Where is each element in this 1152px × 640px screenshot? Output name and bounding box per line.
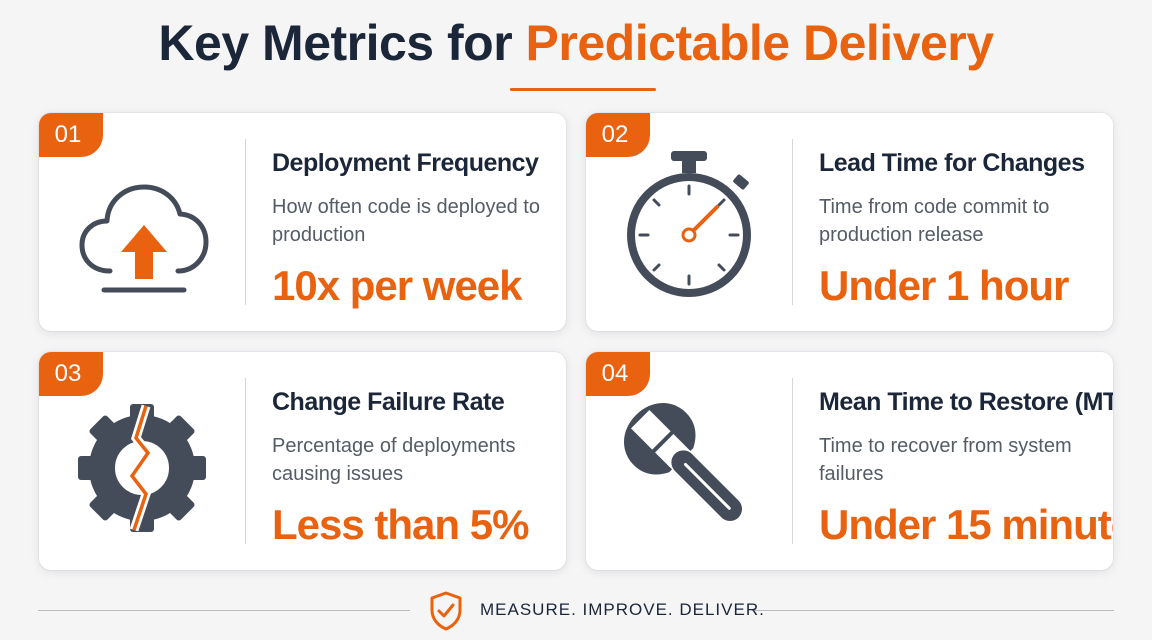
card-number-badge: 04 bbox=[586, 352, 650, 396]
metric-value: Less than 5% bbox=[272, 501, 529, 548]
metric-name: Deployment Frequency bbox=[272, 149, 539, 177]
broken-gear-icon bbox=[67, 388, 217, 548]
metric-value: Under 15 minutes bbox=[819, 501, 1113, 548]
title-accent: Predictable Delivery bbox=[525, 15, 995, 71]
metric-description: Time from code commit to production rele… bbox=[819, 196, 1050, 246]
metric-card-deployment-frequency: 01 Deployment Frequency How often code i… bbox=[39, 113, 566, 331]
card-divider bbox=[245, 378, 246, 544]
shield-check-icon bbox=[428, 590, 464, 637]
metric-description: Percentage of deployments causing issues bbox=[272, 435, 516, 485]
card-number-badge: 02 bbox=[586, 113, 650, 157]
footer-rule-left bbox=[38, 610, 410, 611]
card-number-badge: 01 bbox=[39, 113, 103, 157]
card-divider bbox=[792, 378, 793, 544]
card-divider bbox=[245, 139, 246, 305]
metric-card-mttr: 04 Mean Time to Restore (MTTR) Time to r… bbox=[586, 352, 1113, 570]
metric-name: Mean Time to Restore (MTTR) bbox=[819, 388, 1113, 416]
metric-value: 10x per week bbox=[272, 262, 523, 309]
metric-value: Under 1 hour bbox=[819, 262, 1069, 309]
title-main: Key Metrics for bbox=[158, 15, 526, 71]
title-underline bbox=[510, 88, 656, 91]
metric-name: Lead Time for Changes bbox=[819, 149, 1085, 177]
metric-name: Change Failure Rate bbox=[272, 388, 505, 416]
metric-description: How often code is deployed to production bbox=[272, 196, 540, 246]
footer-tagline: MEASURE. IMPROVE. DELIVER. bbox=[480, 600, 765, 619]
card-divider bbox=[792, 139, 793, 305]
wrench-icon bbox=[614, 388, 764, 548]
footer-rule-right bbox=[752, 610, 1114, 611]
stopwatch-icon bbox=[614, 149, 764, 309]
metric-description: Time to recover from system failures bbox=[819, 435, 1072, 485]
metric-card-change-failure-rate: 03 Change Failure Rate Percentage of dep… bbox=[39, 352, 566, 570]
cloud-upload-icon bbox=[67, 149, 217, 309]
card-number-badge: 03 bbox=[39, 352, 103, 396]
page-title: Key Metrics for Predictable Delivery bbox=[0, 14, 1152, 72]
metric-card-lead-time: 02 Lead Time for Changes Time from code … bbox=[586, 113, 1113, 331]
